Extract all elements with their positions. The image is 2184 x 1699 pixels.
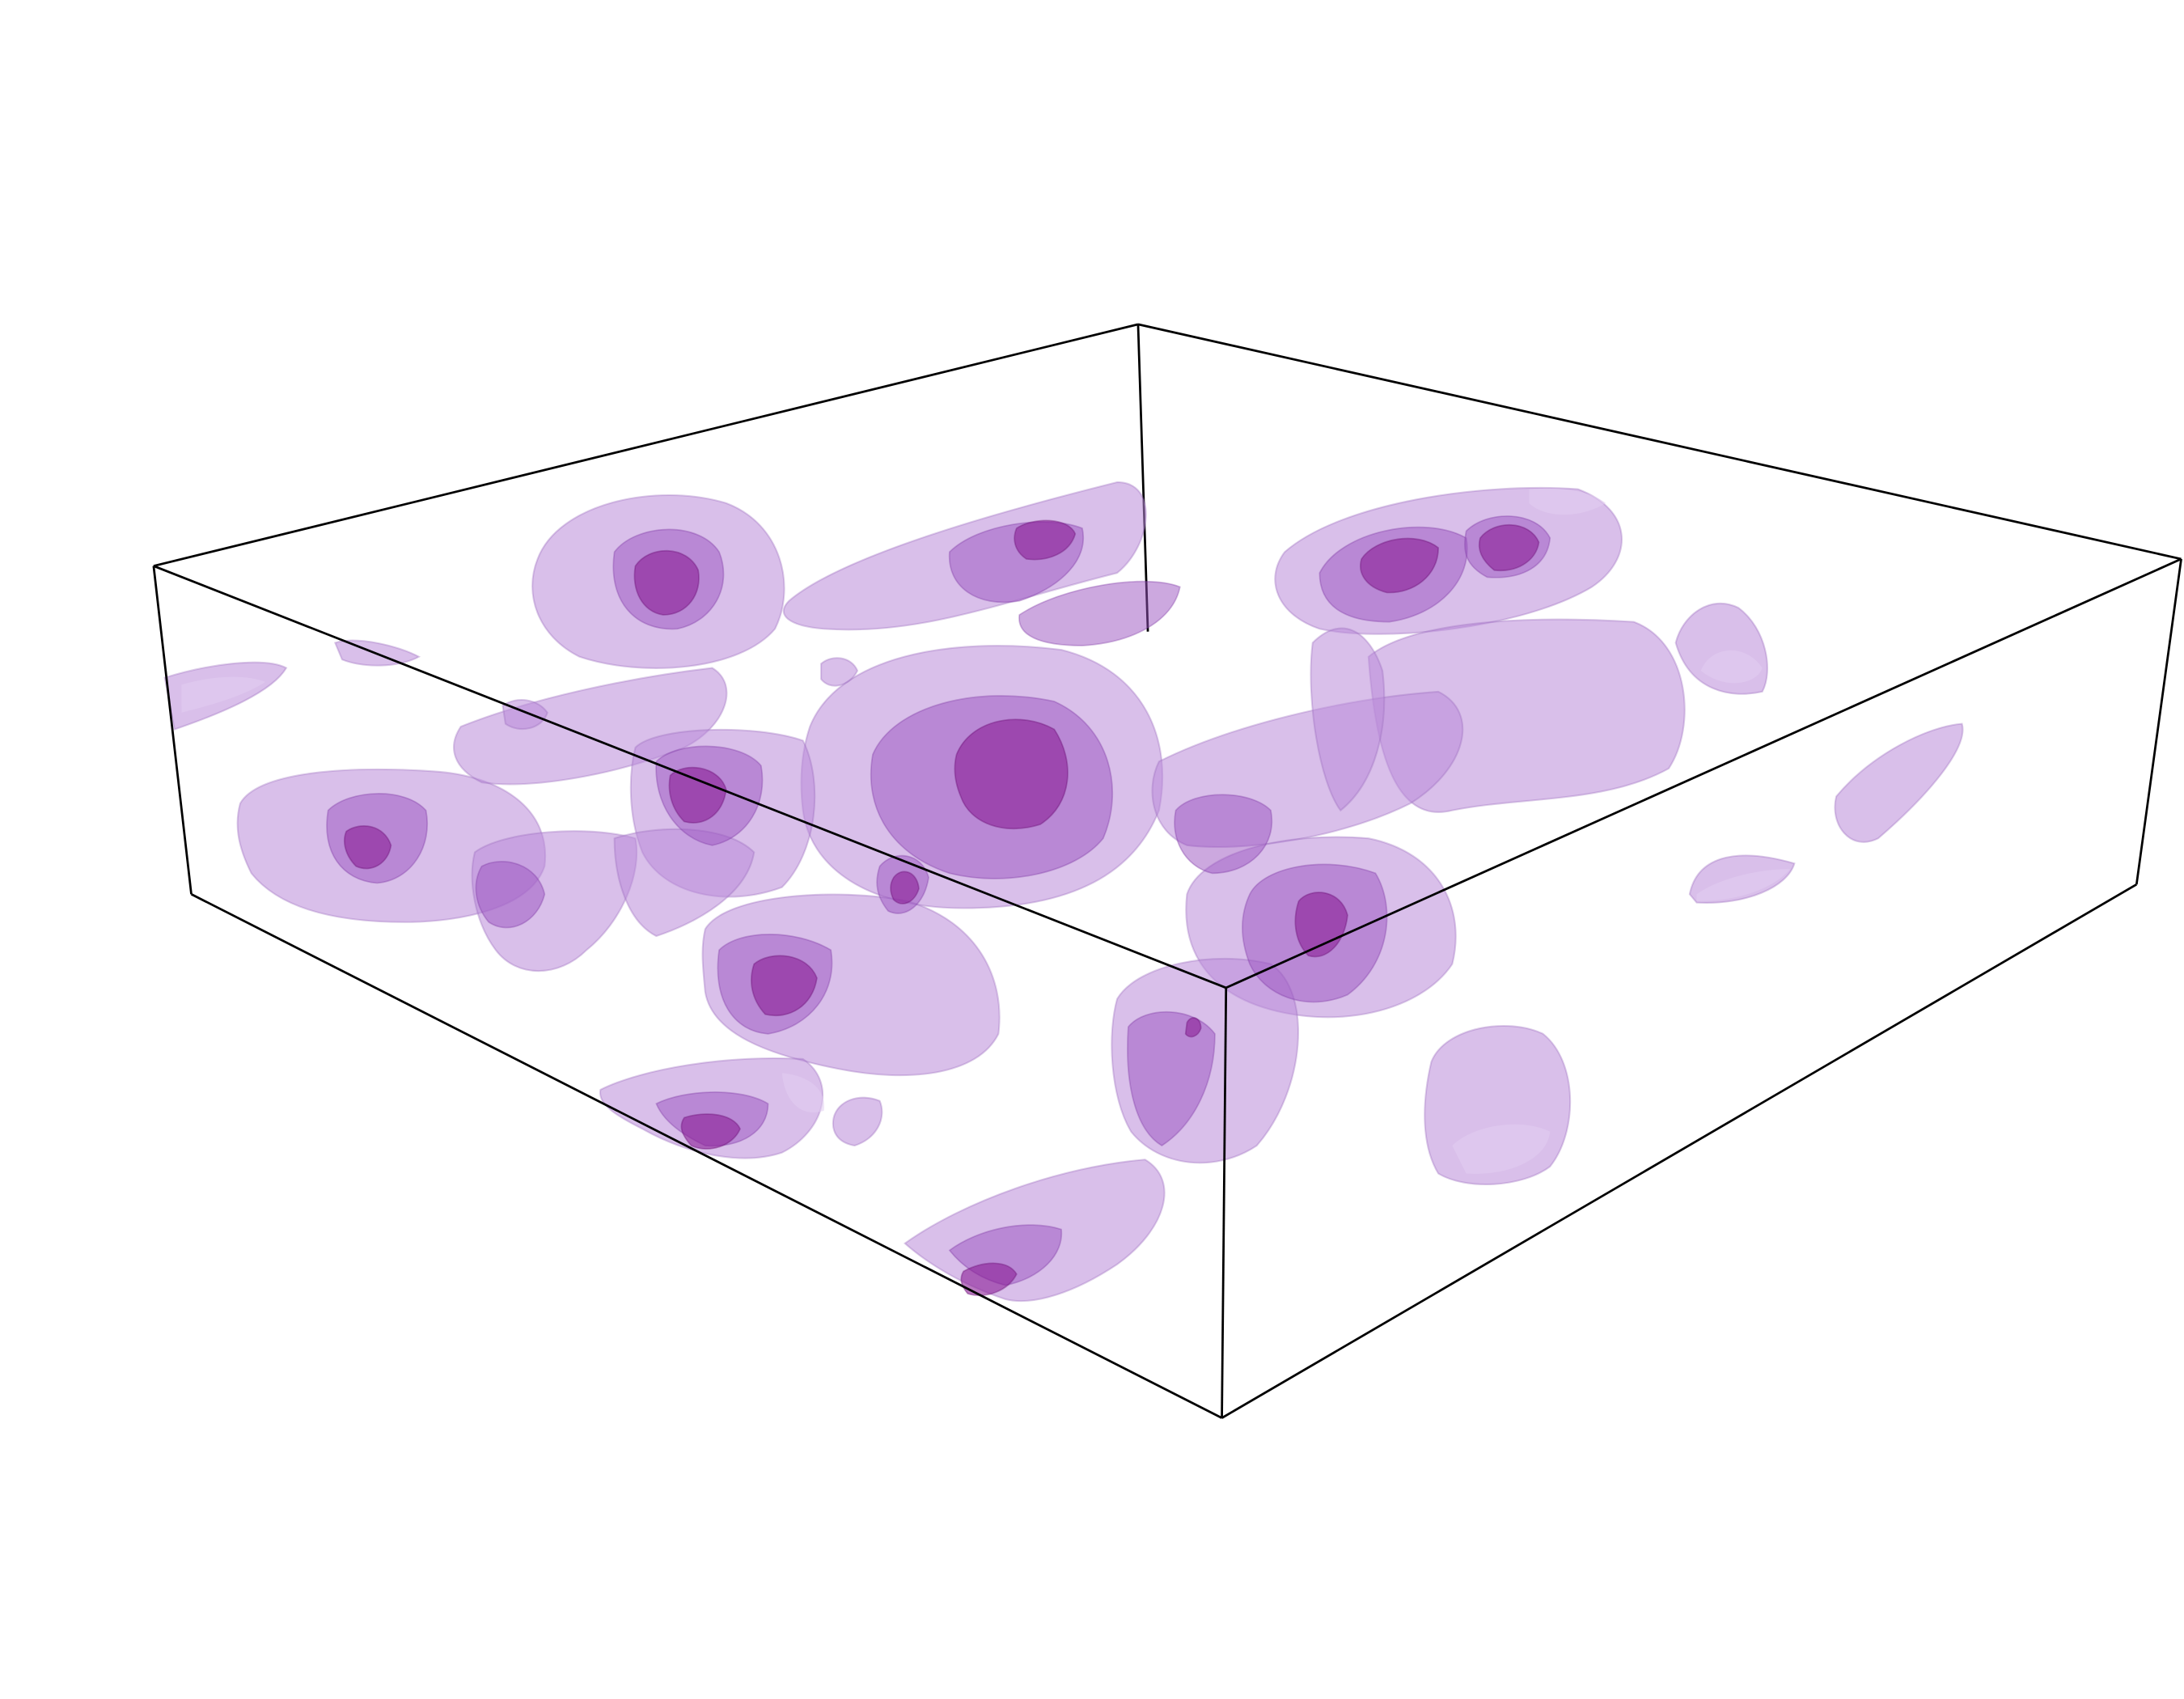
box-edge-back-left bbox=[153, 323, 1139, 567]
highlight-bottom-fan bbox=[781, 1073, 824, 1113]
core-lower-center-inner bbox=[751, 955, 818, 1016]
highlight-left-spike bbox=[181, 676, 266, 713]
box-edge-top-front-right bbox=[1225, 557, 2182, 989]
core-top-right-inner bbox=[1360, 537, 1439, 594]
highlight-far-right-cap bbox=[1700, 650, 1763, 684]
blob-bottom-small bbox=[832, 1096, 883, 1147]
core-lower-mid-inner bbox=[1184, 1017, 1202, 1038]
core-mid-right-inner bbox=[1294, 892, 1348, 958]
isosurface-highlights bbox=[181, 488, 1791, 1174]
core-bottom-fan-inner bbox=[680, 1113, 741, 1150]
highlight-top-right bbox=[1529, 488, 1606, 515]
core-lower-mid-mid bbox=[1127, 1011, 1216, 1147]
blob-right-spike bbox=[1834, 722, 1964, 843]
box-edge-back-right bbox=[1137, 323, 2182, 561]
box-edge-front-vertical bbox=[1221, 987, 1228, 1418]
bounding-box-front bbox=[152, 557, 2182, 1419]
core-center-inner bbox=[954, 718, 1069, 830]
highlight-right-small bbox=[1696, 869, 1791, 901]
core-center-left-inner bbox=[668, 766, 727, 824]
box-edge-back-vertical bbox=[1136, 324, 1149, 632]
box-edge-bottom-front-left bbox=[190, 893, 1223, 1419]
highlight-bottom-right-cap bbox=[1452, 1124, 1551, 1174]
isosurface-inner-layer bbox=[344, 519, 1540, 1296]
core-bottom-center-fan-inner bbox=[960, 1262, 1018, 1296]
bounding-box-back bbox=[153, 323, 2182, 632]
core-center-small-inner bbox=[890, 871, 920, 905]
blob-dip-center bbox=[820, 657, 859, 687]
core-top-right-inner-2 bbox=[1478, 523, 1540, 572]
core-left-low-mid bbox=[475, 861, 546, 929]
box-edge-bottom-front-right bbox=[1221, 883, 2138, 1419]
blob-connector-mid bbox=[1310, 627, 1386, 812]
box-edge-left-vertical bbox=[152, 566, 193, 895]
box-edge-top-front-left bbox=[153, 565, 1227, 989]
core-left-cluster-inner bbox=[344, 825, 392, 870]
core-top-left-inner bbox=[633, 549, 700, 616]
box-edge-right-vertical bbox=[2135, 558, 2182, 885]
core-top-tube-inner bbox=[1014, 519, 1077, 561]
core-top-tube-mid-2 bbox=[1018, 580, 1181, 646]
core-right-blob-mid bbox=[1174, 794, 1273, 875]
